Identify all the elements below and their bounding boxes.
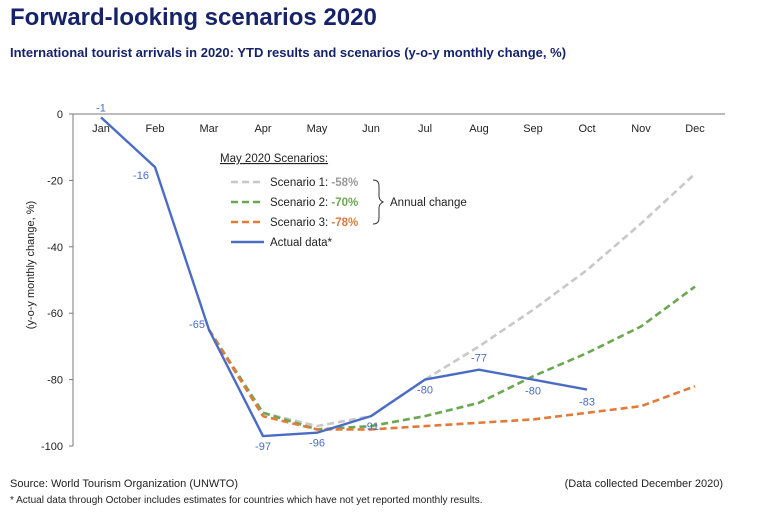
x-tick-label: Dec — [685, 123, 705, 135]
legend-brace — [372, 179, 385, 225]
y-tick-label: -60 — [47, 308, 63, 320]
data-label: -91 — [363, 421, 379, 433]
x-tick-label: Nov — [631, 123, 651, 135]
data-label: -96 — [309, 438, 325, 450]
legend-entry-3: Scenario 3: -78% — [270, 217, 358, 229]
x-tick-label: Aug — [469, 123, 489, 135]
chart-axes: 0 -20 -40 -60 -80 -100 Jan Feb Mar Apr May Jun Jul Au… — [41, 109, 725, 453]
x-tick-label: Jun — [362, 123, 380, 135]
data-label: -16 — [133, 170, 149, 182]
data-label: -97 — [255, 441, 271, 453]
data-label: -80 — [417, 385, 433, 397]
x-tick-label: Apr — [254, 123, 271, 135]
y-tick-label: -20 — [47, 175, 63, 187]
x-tick-label: Feb — [146, 123, 165, 135]
x-tick-label: May — [307, 123, 328, 135]
y-axis-label: (y-o-y monthly change, %) — [25, 201, 37, 329]
series-line-1 — [207, 172, 696, 428]
data-label: -77 — [471, 353, 487, 365]
source-note: Source: World Tourism Organization (UNWT… — [10, 478, 239, 490]
page-title: Forward-looking scenarios 2020 — [10, 4, 377, 31]
footnote: * Actual data through October includes e… — [10, 495, 483, 506]
legend-entry-1: Scenario 1: -58% — [270, 177, 358, 189]
x-tick-label: Oct — [578, 123, 595, 135]
y-tick-label: -80 — [47, 375, 63, 387]
chart-data-labels: -1 -16 -65 -97 -96 -91 -80 -77 -80 -83 — [96, 102, 595, 453]
y-tick-label: -100 — [41, 441, 63, 453]
series-line-2 — [207, 285, 696, 431]
x-tick-label: Jul — [418, 123, 432, 135]
y-tick-label: 0 — [57, 109, 63, 121]
legend-title: May 2020 Scenarios: — [220, 153, 328, 165]
annual-change-label: Annual change — [390, 197, 467, 209]
legend-entry-2: Scenario 2: -70% — [270, 197, 358, 209]
data-label: -1 — [96, 102, 106, 114]
chart-subtitle: International tourist arrivals in 2020: … — [10, 45, 567, 60]
series-line-4 — [100, 116, 588, 438]
data-label: -65 — [189, 319, 205, 331]
chart-legend: May 2020 Scenarios: Scenario 1: -58% Scena… — [220, 153, 467, 249]
legend-entry-4: Actual data* — [270, 237, 333, 249]
collection-note: (Data collected December 2020) — [564, 478, 723, 490]
x-tick-label: Jan — [92, 123, 110, 135]
x-tick-label: Mar — [200, 123, 219, 135]
x-tick-label: Sep — [523, 123, 543, 135]
chart-series — [100, 116, 696, 438]
data-label: -83 — [579, 397, 595, 409]
series-line-3 — [207, 329, 696, 431]
y-tick-label: -40 — [47, 242, 63, 254]
data-label: -80 — [525, 386, 541, 398]
